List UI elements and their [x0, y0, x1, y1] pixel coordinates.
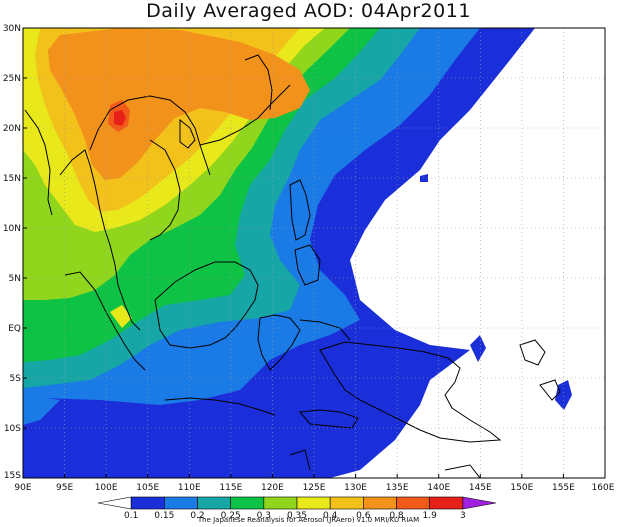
colorbar-label: 0.25: [221, 511, 241, 521]
lon-tick-label: 90E: [14, 483, 31, 493]
colorbar-label: 0.3: [257, 511, 271, 521]
colorbar-label: 0.6: [356, 511, 371, 521]
aod-blobs: [23, 174, 572, 478]
colorbar-label: 0.1: [124, 511, 138, 521]
lat-tick-label: 10N: [3, 224, 21, 234]
lon-tick-label: 145E: [469, 483, 492, 493]
colorbar: 0.1 0.15 0.2 0.25 0.3 0.35 0.4 0.6 0.8 1.9 3: [97, 496, 497, 521]
colorbar-swatch: [462, 496, 497, 510]
colorbar-swatch: [130, 496, 165, 510]
lon-tick-label: 115E: [219, 483, 242, 493]
lon-tick-label: 135E: [386, 483, 409, 493]
colorbar-swatch: [164, 496, 198, 510]
aod-region-1.9: [114, 110, 126, 126]
colorbar-swatch: [396, 496, 430, 510]
lat-lon-grid: [23, 28, 605, 478]
lon-tick-label: 130E: [344, 483, 367, 493]
lon-tick-label: 150E: [510, 483, 533, 493]
lon-tick-label: 100E: [95, 483, 118, 493]
lon-tick-label: 110E: [178, 483, 201, 493]
lat-tick-label: 10S: [4, 424, 21, 434]
colorbar-label: 3: [460, 511, 466, 521]
colorbar-label: 0.15: [154, 511, 174, 521]
colorbar-label: 0.2: [190, 511, 204, 521]
lat-tick-label: EQ: [8, 324, 21, 334]
lon-tick-label: 105E: [136, 483, 159, 493]
aod-region-0.6: [48, 28, 310, 180]
lon-tick-label: 160E: [592, 483, 615, 493]
lat-tick-label: 20N: [3, 124, 21, 134]
lon-tick-label: 155E: [552, 483, 575, 493]
lat-tick-label: 15S: [4, 471, 21, 481]
lat-tick-label: 5N: [9, 274, 21, 284]
colorbar-label: 0.8: [389, 511, 404, 521]
colorbar-swatch: [329, 496, 364, 510]
colorbar-swatch: [197, 496, 231, 510]
colorbar-label: 1.9: [423, 511, 438, 521]
lat-tick-label: 25N: [3, 74, 21, 84]
lon-tick-label: 125E: [303, 483, 326, 493]
lon-tick-label: 120E: [261, 483, 284, 493]
lat-tick-label: 5S: [10, 374, 22, 384]
colorbar-label: 0.35: [287, 511, 307, 521]
colorbar-swatch: [296, 496, 331, 510]
latitude-axis: 30N 25N 20N 15N 10N 5N EQ 5S 10S 15S: [3, 24, 27, 481]
longitude-axis: 90E 95E 100E 105E 110E 115E 120E 125E 130E 135E 14…: [14, 474, 615, 493]
colorbar-swatch: [230, 496, 265, 510]
colorbar-swatch: [263, 496, 298, 510]
map-title: Daily Averaged AOD: 04Apr2011: [146, 0, 471, 22]
data-credit: The Japanese Reanalysis for Aerosol (JRA…: [197, 516, 420, 524]
colorbar-label: 0.4: [323, 511, 338, 521]
coastlines: [24, 54, 561, 478]
lat-tick-label: 30N: [3, 24, 21, 34]
lon-tick-label: 95E: [56, 483, 73, 493]
colorbar-swatch: [429, 496, 464, 510]
colorbar-swatch: [97, 496, 132, 510]
lat-tick-label: 15N: [3, 174, 21, 184]
colorbar-swatch: [363, 496, 397, 510]
lon-tick-label: 140E: [427, 483, 450, 493]
